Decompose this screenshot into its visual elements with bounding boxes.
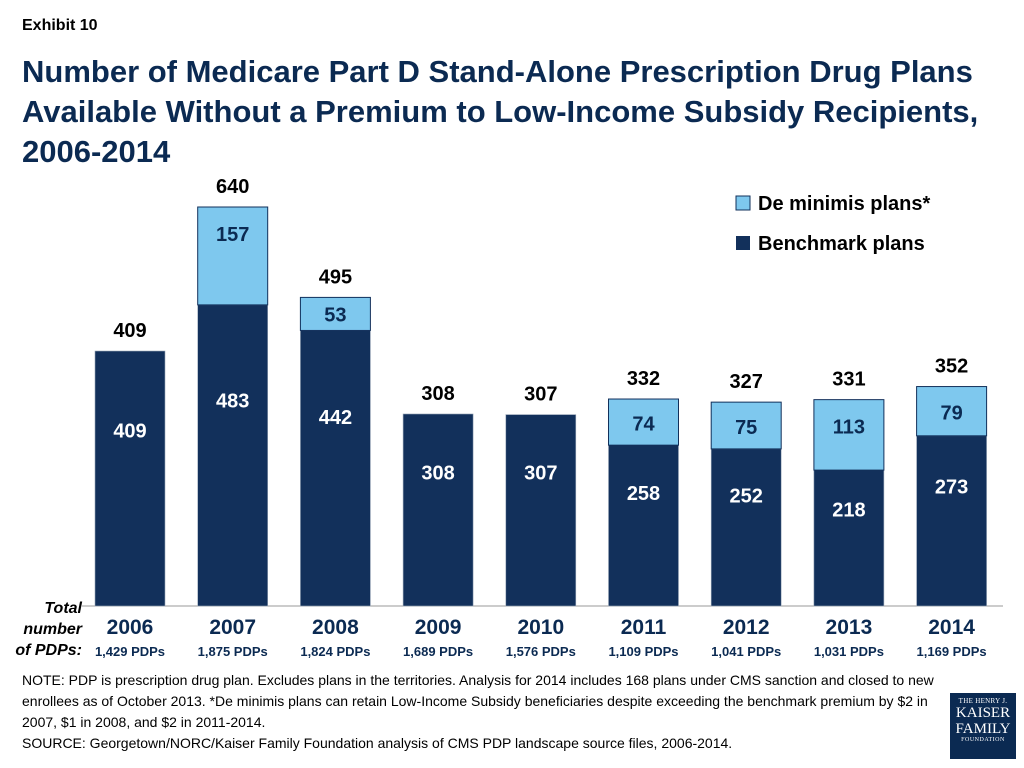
total-pdps-2013: 1,031 PDPs [814, 644, 884, 659]
total-pdps-label: Total number of PDPs: [15, 600, 82, 659]
total-pdps-2011: 1,109 PDPs [608, 644, 678, 659]
bar-deminimis-2014 [916, 386, 988, 437]
bar-benchmark-2006 [94, 350, 166, 607]
bar-deminimis-2007 [197, 206, 269, 306]
bar-total-label-2010: 307 [524, 384, 557, 406]
bar-total-label-2008: 495 [319, 266, 352, 288]
bar-deminimis-label-2014: 79 [940, 403, 962, 425]
bar-deminimis-label-2011: 74 [632, 413, 655, 435]
chart-title: Number of Medicare Part D Stand-Alone Pr… [22, 54, 979, 169]
logo-line-4: FOUNDATION [961, 737, 1005, 743]
bar-deminimis-label-2008: 53 [324, 305, 346, 327]
exhibit-label: Exhibit 10 [22, 17, 98, 34]
kaiser-logo: THE HENRY J. KAISER FAMILY FOUNDATION [950, 693, 1016, 759]
bar-total-label-2011: 332 [627, 368, 660, 390]
x-tick-label-2012: 2012 [723, 616, 770, 639]
bar-benchmark-2009 [402, 413, 474, 607]
x-tick-label-2009: 2009 [415, 616, 462, 639]
x-tick-label-2007: 2007 [209, 616, 256, 639]
total-pdps-2006: 1,429 PDPs [95, 644, 165, 659]
x-tick-label-2010: 2010 [517, 616, 564, 639]
bar-benchmark-2007 [197, 304, 268, 607]
logo-line-1: THE HENRY J. [958, 697, 1008, 705]
bar-benchmark-2014 [916, 435, 987, 607]
bar-total-label-2012: 327 [730, 371, 763, 393]
bar-benchmark-2011 [608, 444, 679, 607]
logo-line-2: KAISER [955, 705, 1011, 721]
legend-swatch-deminimis [735, 195, 751, 211]
bar-benchmark-label-2007: 483 [216, 390, 249, 412]
bar-total-label-2009: 308 [421, 383, 454, 405]
bar-benchmark-label-2006: 409 [113, 421, 146, 443]
legend-label-benchmark: Benchmark plans [758, 233, 925, 255]
bar-deminimis-label-2007: 157 [216, 224, 249, 246]
source-text: SOURCE: Georgetown/NORC/Kaiser Family Fo… [22, 735, 733, 751]
x-tick-label-2013: 2013 [826, 616, 873, 639]
x-tick-label-2014: 2014 [928, 616, 975, 639]
total-pdps-2009: 1,689 PDPs [403, 644, 473, 659]
bar-deminimis-2013 [813, 399, 885, 471]
chart: 409 409 2006 1,429 PDPs 483 157 640 2007 1,875 P… [82, 176, 1003, 659]
bar-benchmark-2010 [505, 414, 577, 607]
bar-benchmark-label-2012: 252 [730, 485, 763, 507]
total-pdps-2010: 1,576 PDPs [506, 644, 576, 659]
total-pdps-2014: 1,169 PDPs [917, 644, 987, 659]
bar-benchmark-label-2008: 442 [319, 407, 352, 429]
bar-benchmark-label-2013: 218 [832, 499, 865, 521]
x-tick-label-2006: 2006 [107, 616, 154, 639]
bar-deminimis-label-2012: 75 [735, 417, 757, 439]
bar-deminimis-label-2013: 113 [833, 417, 865, 439]
bar-total-label-2006: 409 [113, 320, 146, 342]
bar-benchmark-2008 [300, 330, 371, 607]
x-tick-label-2008: 2008 [312, 616, 359, 639]
bar-benchmark-2012 [710, 448, 782, 607]
total-pdps-2012: 1,041 PDPs [711, 644, 781, 659]
total-pdps-2007: 1,875 PDPs [198, 644, 268, 659]
note-text: NOTE: PDP is prescription drug plan. Exc… [22, 672, 934, 730]
bar-total-label-2013: 331 [832, 369, 865, 391]
footnote: NOTE: PDP is prescription drug plan. Exc… [22, 670, 952, 754]
bar-total-label-2014: 352 [935, 356, 968, 378]
bar-total-label-2007: 640 [216, 176, 249, 198]
logo-line-3: FAMILY [955, 721, 1011, 737]
x-tick-label-2011: 2011 [621, 616, 667, 639]
bar-benchmark-label-2010: 307 [524, 463, 557, 485]
legend-swatch-benchmark [736, 236, 750, 250]
bar-benchmark-label-2011: 258 [627, 483, 660, 505]
legend-label-deminimis: De minimis plans* [758, 193, 930, 215]
total-pdps-2008: 1,824 PDPs [300, 644, 370, 659]
bar-deminimis-2011 [608, 398, 679, 446]
bar-deminimis-2008 [299, 296, 371, 331]
bar-benchmark-label-2009: 308 [421, 462, 454, 484]
bar-benchmark-label-2014: 273 [935, 477, 968, 499]
bar-benchmark-2013 [813, 469, 885, 607]
bar-deminimis-2012 [710, 401, 782, 450]
